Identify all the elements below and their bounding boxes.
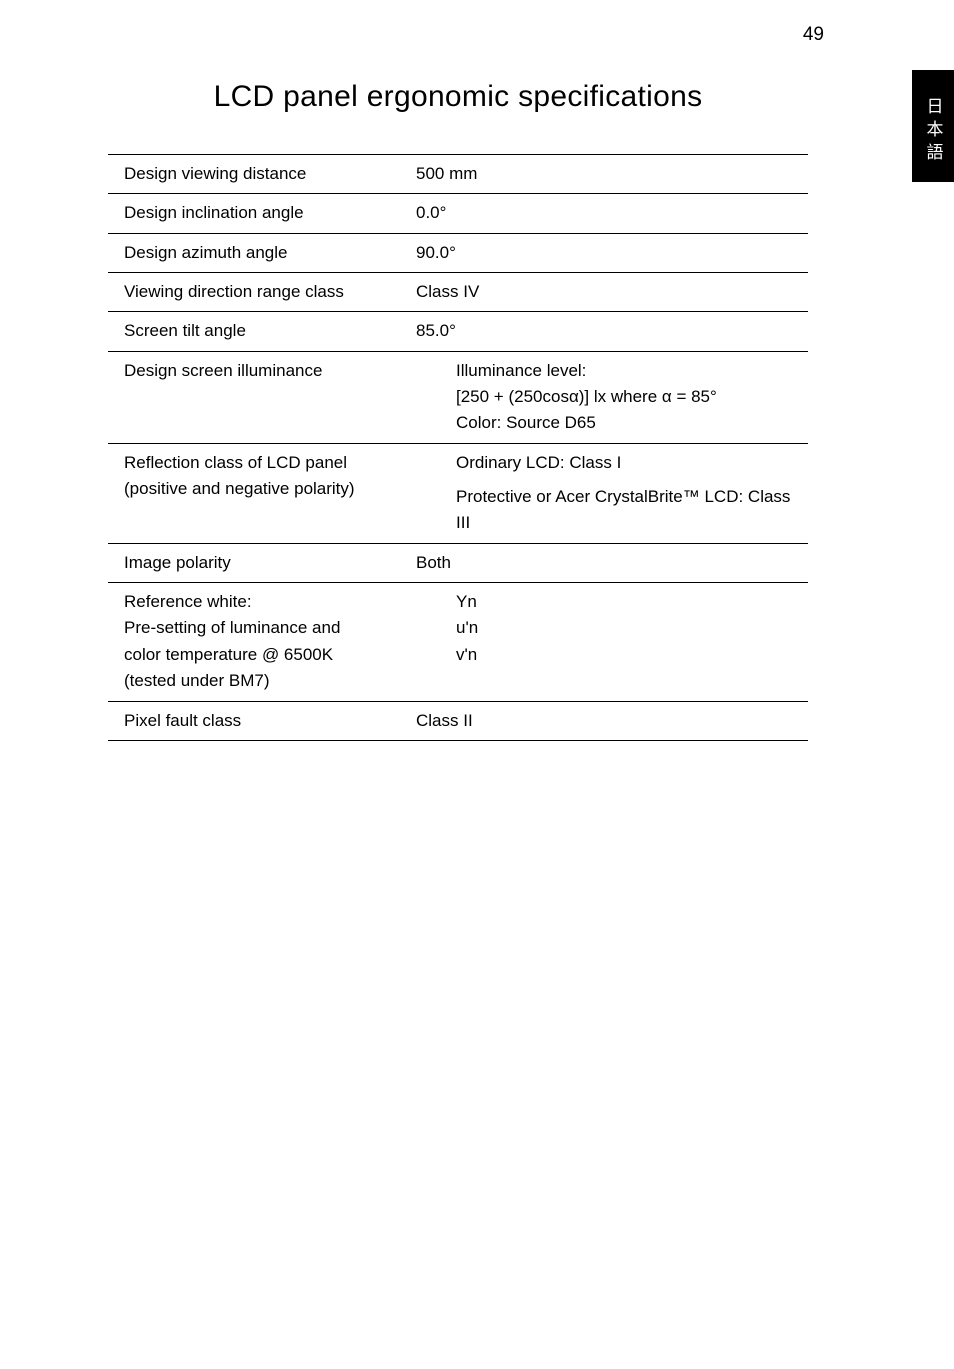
spec-label-line: Pre-setting of luminance and (124, 615, 416, 641)
spec-label: Image polarity (108, 543, 416, 582)
spec-label: Pixel fault class (108, 701, 416, 740)
spec-label: Viewing direction range class (108, 273, 416, 312)
spec-value: Ordinary LCD: Class I Protective or Acer … (416, 443, 808, 543)
spec-label-line: (positive and negative polarity) (124, 476, 416, 502)
spec-label: Design azimuth angle (108, 233, 416, 272)
spec-table-body: Design viewing distance500 mmDesign incl… (108, 155, 808, 741)
spec-value-line: v'n (456, 642, 808, 668)
spec-value: Ynu'nv'n (416, 583, 808, 701)
page-number: 49 (803, 24, 824, 46)
spec-label-line: color temperature @ 6500K (124, 642, 416, 668)
spec-value-line: Color: Source D65 (456, 410, 808, 436)
spec-label: Design screen illuminance (108, 351, 416, 443)
spec-label-line: (tested under BM7) (124, 668, 416, 694)
spec-value: Illuminance level:[250 + (250cosα)] lx w… (416, 351, 808, 443)
table-row: Viewing direction range classClass IV (108, 273, 808, 312)
table-row: Pixel fault classClass II (108, 701, 808, 740)
spec-label: Design inclination angle (108, 194, 416, 233)
spec-value-line: Yn (456, 589, 808, 615)
spec-value: 85.0° (416, 312, 808, 351)
spec-value-lines: Illuminance level:[250 + (250cosα)] lx w… (416, 358, 808, 437)
table-row: Reference white:Pre-setting of luminance… (108, 583, 808, 701)
spec-label-line: Reference white: (124, 589, 416, 615)
table-row: Screen tilt angle85.0° (108, 312, 808, 351)
spec-value-line: [250 + (250cosα)] lx where α = 85° (456, 384, 808, 410)
page-title: LCD panel ergonomic specifications (108, 80, 808, 114)
spec-label: Reference white:Pre-setting of luminance… (108, 583, 416, 701)
table-row: Reflection class of LCD panel(positive a… (108, 443, 808, 543)
table-row: Design inclination angle0.0° (108, 194, 808, 233)
spec-label: Design viewing distance (108, 155, 416, 194)
spec-value: 500 mm (416, 155, 808, 194)
table-row: Design viewing distance500 mm (108, 155, 808, 194)
table-row: Image polarityBoth (108, 543, 808, 582)
spec-value-line: Protective or Acer CrystalBrite™ LCD: Cl… (456, 484, 808, 537)
spec-value: 0.0° (416, 194, 808, 233)
spec-value-line: u'n (456, 615, 808, 641)
spec-value-lines: Ordinary LCD: Class I Protective or Acer … (416, 450, 808, 537)
spec-value-line: Illuminance level: (456, 358, 808, 384)
spec-table: Design viewing distance500 mmDesign incl… (108, 154, 808, 741)
spec-value-line: Ordinary LCD: Class I (456, 450, 808, 476)
spec-value-lines: Ynu'nv'n (416, 589, 808, 668)
table-row: Design azimuth angle90.0° (108, 233, 808, 272)
language-side-tab: 日本語 (912, 70, 954, 182)
spec-label: Reflection class of LCD panel(positive a… (108, 443, 416, 543)
spec-value: Both (416, 543, 808, 582)
spec-value: Class IV (416, 273, 808, 312)
spec-value: Class II (416, 701, 808, 740)
spec-label-line: Reflection class of LCD panel (124, 450, 416, 476)
spec-value: 90.0° (416, 233, 808, 272)
content-area: LCD panel ergonomic specifications Desig… (108, 80, 808, 741)
spec-label: Screen tilt angle (108, 312, 416, 351)
table-row: Design screen illuminanceIlluminance lev… (108, 351, 808, 443)
